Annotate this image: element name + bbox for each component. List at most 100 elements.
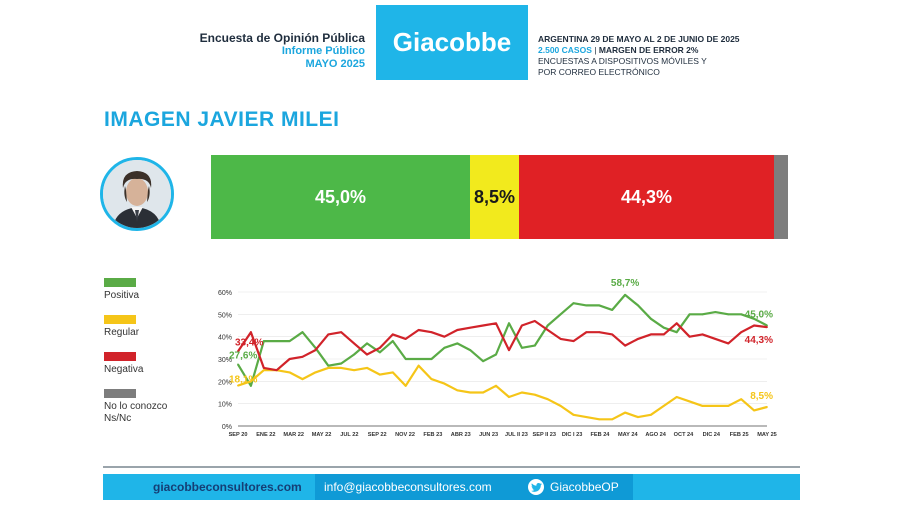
data-point-regular: [250, 380, 252, 383]
data-point-negativa: [417, 329, 420, 331]
legend-label-nsnc: No lo conozco Ns/Nc: [104, 401, 168, 424]
data-point-positiva: [662, 326, 665, 329]
x-tick-label: SEP 22: [368, 432, 387, 438]
data-point-positiva: [469, 349, 472, 351]
data-point-negativa: [314, 349, 317, 351]
image-summary-bar: 45,0% 8,5% 44,3%: [211, 155, 788, 239]
data-point-negativa: [572, 340, 575, 343]
email-link[interactable]: info@giacobbeconsultores.com: [324, 480, 492, 494]
x-tick-label: JUN 23: [479, 432, 498, 438]
data-point-negativa: [585, 331, 588, 334]
data-point-regular: [456, 389, 459, 392]
x-tick-label: JUL 22: [340, 432, 358, 438]
x-tick-label: DIC I 23: [562, 432, 583, 438]
data-point-regular: [572, 413, 575, 416]
legend-label-regular: Regular: [104, 327, 140, 338]
data-point-negativa: [546, 329, 549, 331]
data-point-positiva: [585, 304, 588, 307]
data-point-regular: [637, 416, 639, 418]
data-point-regular: [727, 405, 730, 407]
data-label-positiva: 45,0%: [745, 310, 773, 321]
data-point-positiva: [520, 346, 523, 349]
data-point-negativa: [598, 331, 601, 334]
footer-divider: [103, 466, 800, 468]
data-point-positiva: [508, 322, 510, 325]
data-point-negativa: [701, 333, 704, 336]
data-point-regular: [417, 364, 420, 367]
data-point-positiva: [611, 308, 614, 311]
legend-swatch-positiva: [104, 278, 136, 287]
data-point-negativa: [237, 350, 239, 353]
data-point-negativa: [301, 355, 304, 358]
data-point-negativa: [714, 338, 717, 340]
data-point-regular: [314, 371, 317, 374]
data-point-positiva: [714, 311, 717, 313]
data-point-regular: [443, 382, 446, 385]
data-point-negativa: [250, 331, 252, 334]
x-tick-label: MAR 22: [283, 432, 304, 438]
data-point-positiva: [740, 313, 743, 316]
data-point-positiva: [353, 353, 356, 356]
data-point-negativa: [740, 331, 743, 334]
data-point-negativa: [624, 344, 626, 347]
data-point-positiva: [262, 340, 265, 343]
data-point-negativa: [520, 324, 523, 327]
survey-sample: 2.500 CASOS | MARGEN DE ERROR 2%: [538, 45, 740, 56]
data-point-positiva: [301, 331, 304, 334]
legend-swatch-regular: [104, 315, 136, 324]
data-point-regular: [404, 384, 407, 387]
data-point-regular: [353, 369, 356, 372]
website-link[interactable]: giacobbeconsultores.com: [153, 480, 302, 494]
data-point-positiva: [288, 340, 291, 343]
data-point-positiva: [675, 331, 678, 334]
data-point-negativa: [275, 369, 278, 372]
data-point-positiva: [533, 344, 536, 347]
data-point-positiva: [727, 313, 730, 316]
data-point-negativa: [533, 320, 536, 322]
data-point-negativa: [288, 358, 291, 360]
x-tick-label: FEB 25: [730, 432, 749, 438]
bar-segment-regular: 8,5%: [470, 155, 519, 239]
data-point-positiva: [546, 324, 549, 327]
data-point-regular: [262, 369, 265, 372]
y-tick-label: 30%: [218, 357, 232, 364]
bar-segment-nsnc: [774, 155, 788, 239]
data-point-regular: [495, 384, 497, 387]
data-point-regular: [611, 418, 614, 421]
data-point-negativa: [353, 342, 356, 345]
data-point-negativa: [495, 322, 497, 325]
x-tick-label: JUL II 23: [505, 432, 528, 438]
x-tick-label: ABR 23: [451, 432, 471, 438]
data-point-regular: [662, 405, 665, 407]
data-point-positiva: [275, 340, 278, 343]
data-point-positiva: [250, 384, 252, 387]
data-point-negativa: [688, 335, 691, 338]
data-point-positiva: [572, 302, 575, 305]
data-point-regular: [366, 367, 368, 369]
data-point-positiva: [598, 304, 601, 307]
data-point-regular: [546, 398, 549, 401]
data-point-negativa: [675, 322, 678, 325]
data-point-negativa: [469, 326, 472, 329]
data-point-regular: [327, 367, 330, 369]
survey-header-left: Encuesta de Opinión Pública Informe Públ…: [200, 32, 365, 71]
y-tick-label: 60%: [218, 290, 232, 297]
report-month: MAYO 2025: [305, 58, 365, 70]
data-point-negativa: [611, 333, 614, 336]
data-point-negativa: [366, 353, 368, 356]
data-point-negativa: [404, 338, 407, 340]
data-point-positiva: [417, 358, 420, 360]
data-point-positiva: [701, 313, 704, 316]
twitter-icon: [528, 479, 544, 495]
data-point-positiva: [688, 313, 691, 316]
footer-bar: giacobbeconsultores.com info@giacobbecon…: [103, 474, 800, 500]
data-point-regular: [559, 405, 562, 407]
data-point-regular: [585, 416, 588, 418]
data-point-regular: [701, 405, 704, 407]
image-trend-chart: 0% 10% 20% 30% 40% 50% 60% SEP 20 ENE 22 MAR 22 MA…: [218, 278, 777, 438]
data-point-positiva: [327, 364, 330, 367]
data-point-regular: [675, 396, 678, 398]
data-label-regular: 8,5%: [750, 391, 773, 402]
data-point-negativa: [637, 338, 639, 340]
twitter-link[interactable]: GiacobbeOP: [528, 474, 619, 500]
